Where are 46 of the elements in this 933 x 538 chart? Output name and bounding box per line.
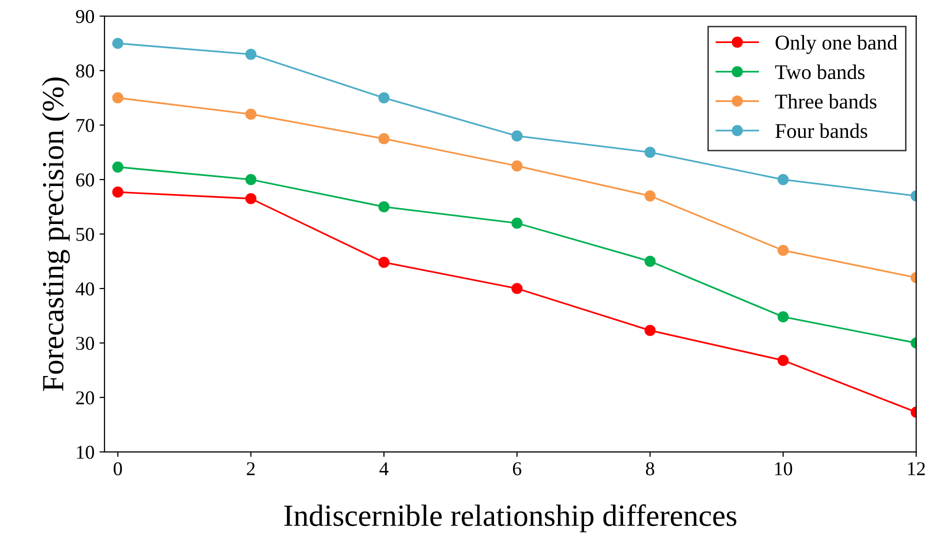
point xyxy=(778,354,789,366)
point xyxy=(644,146,656,158)
y-tick-label: 70 xyxy=(76,118,94,132)
point xyxy=(245,174,256,186)
y-tick-label: 60 xyxy=(76,173,94,186)
point xyxy=(644,256,656,267)
point xyxy=(112,38,124,49)
point xyxy=(778,244,789,256)
x-tick-label: 12 xyxy=(908,462,925,476)
x-tick-label: 0 xyxy=(114,462,122,476)
point xyxy=(644,324,656,336)
y-tick-label: 10 xyxy=(77,446,94,459)
x-axis-title: Indiscernible relationship differences xyxy=(284,504,736,532)
legend-label: Only one band xyxy=(776,35,898,54)
x-tick-label: 10 xyxy=(775,462,792,476)
point xyxy=(245,108,256,120)
point xyxy=(112,92,124,104)
x-tick-label: 4 xyxy=(379,462,388,476)
legend-label: Three bands xyxy=(775,94,876,109)
point xyxy=(644,190,656,202)
y-tick-label: 20 xyxy=(76,391,94,404)
point xyxy=(778,311,789,322)
point xyxy=(778,174,789,186)
point xyxy=(511,218,523,229)
y-tick-label: 90 xyxy=(76,10,94,24)
y-tick-label: 30 xyxy=(76,336,94,350)
point xyxy=(245,48,256,60)
point xyxy=(378,92,390,104)
point xyxy=(511,160,523,172)
point xyxy=(378,133,390,144)
x-tick-label: 8 xyxy=(646,462,654,476)
legend-label: Four bands xyxy=(775,123,868,138)
legend-label: Two bands xyxy=(775,64,865,80)
point xyxy=(112,161,124,173)
point xyxy=(378,201,390,212)
point xyxy=(245,193,256,204)
point xyxy=(511,130,523,142)
y-axis-title: Forecasting precision (%) xyxy=(42,78,70,391)
y-tick-label: 50 xyxy=(76,228,94,241)
x-tick-label: 6 xyxy=(512,462,522,476)
point xyxy=(378,256,390,268)
point xyxy=(112,186,124,198)
y-tick-label: 80 xyxy=(76,64,94,78)
x-tick-label: 2 xyxy=(246,462,255,476)
y-tick-label: 40 xyxy=(76,282,94,296)
point xyxy=(511,282,523,294)
